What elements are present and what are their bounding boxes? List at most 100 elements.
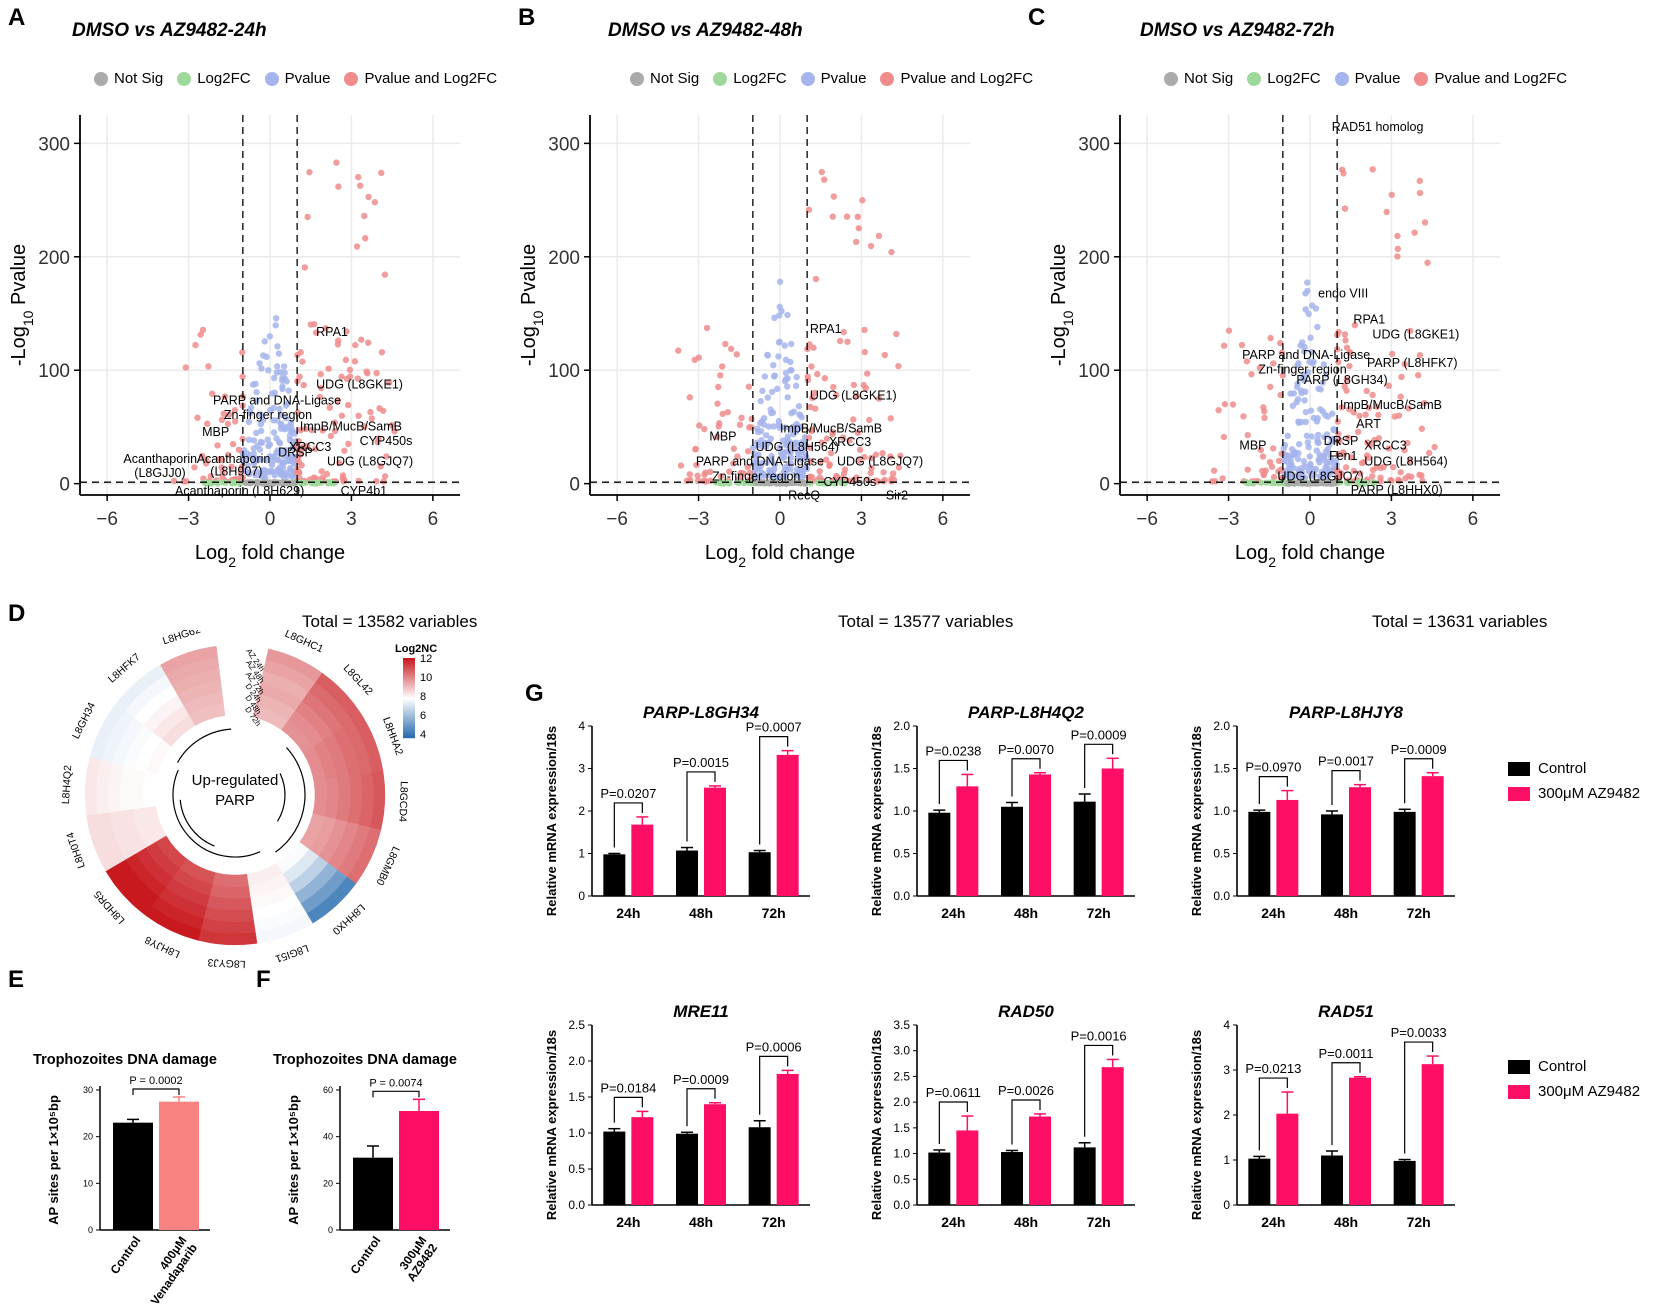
data-point-pvalue [1324, 468, 1331, 475]
legend-gradient-step [403, 692, 415, 694]
data-point-significant [1220, 342, 1228, 349]
bar-chart-e: Trophozoites DNA damage 0 10 20 30 Control 400… [33, 1052, 217, 1307]
data-point-significant [745, 383, 753, 390]
significance-bracket [938, 1101, 968, 1144]
data-point-pvalue [283, 469, 291, 476]
y-tick-label: 1.5 [893, 1121, 910, 1135]
legend-gradient-step [403, 732, 415, 734]
x-tick-label: −6 [1136, 509, 1158, 530]
gene-label: Acanthaporin (L8H629) [175, 484, 304, 498]
data-point-pvalue [759, 417, 766, 425]
x-tick-label: 72h [1407, 1214, 1431, 1230]
bar-chart-parp-l8gh34: PARP-L8GH34 0 1 2 3 4 24h P=0.0207 48h P=0.0015 72… [544, 706, 810, 921]
y-axis-title: Relative mRNA expression/18s [544, 726, 559, 916]
data-point-significant [335, 183, 342, 190]
data-point-pvalue [781, 464, 789, 471]
data-point-significant [841, 466, 849, 473]
bar [603, 854, 626, 896]
volcano-plot-c: −6 −3 0 3 6 0 100 200 300 Log2 fold change -Log10 … [1048, 115, 1500, 570]
data-point-log2fc [824, 479, 831, 487]
data-point-significant [812, 275, 820, 283]
x-tick-label: 6 [428, 509, 439, 530]
data-point-pvalue [1322, 371, 1330, 378]
dendrogram-branch [176, 728, 232, 763]
data-point-log2fc [1344, 479, 1351, 487]
x-axis-title: Log2 fold change [705, 542, 855, 570]
legend-label: Pvalue [284, 70, 331, 87]
data-point-significant [1269, 445, 1277, 452]
data-point-pvalue [284, 423, 291, 430]
y-tick-label: 0.0 [1213, 889, 1230, 903]
data-point-pvalue [1304, 279, 1311, 286]
legend-gradient-step [403, 722, 415, 724]
x-axis-title-sub: 2 [1268, 554, 1276, 570]
data-point-pvalue [1308, 348, 1315, 356]
data-point-significant [306, 169, 313, 176]
data-point-significant [1394, 245, 1402, 253]
legend-tick: 8 [420, 691, 426, 703]
legend-gradient-step [403, 711, 415, 713]
y-axis-title: Relative mRNA expression/18s [869, 726, 884, 916]
data-point-significant [1278, 349, 1286, 356]
significance-bracket [613, 1096, 643, 1123]
legend-label: Pvalue and Log2FC [900, 70, 1034, 87]
data-point-significant [854, 213, 861, 221]
significance-bracket [1084, 1044, 1114, 1137]
significance-bracket [1084, 743, 1114, 788]
y-axis-title: Relative mRNA expression/18s [544, 1030, 559, 1220]
data-point-pvalue [775, 417, 783, 425]
y-axis-title: -Log10 Pvalue [1048, 244, 1076, 366]
panel-label-d: D [8, 600, 26, 627]
gene-label: UDG (L8H564) [1364, 455, 1447, 469]
data-point-significant [1267, 334, 1274, 342]
x-tick-label: 72h [1087, 1214, 1111, 1230]
data-point-significant [852, 238, 860, 246]
data-point-pvalue [1322, 411, 1329, 419]
x-tick-label: 24h [616, 1214, 640, 1230]
data-point-significant [367, 408, 374, 416]
data-point-pvalue [797, 423, 804, 431]
data-point-significant [714, 433, 721, 440]
gene-label: RAD51 homolog [1332, 120, 1424, 134]
bar [1393, 1160, 1416, 1205]
bar [1349, 787, 1371, 896]
data-point-pvalue [1301, 397, 1308, 404]
data-point-significant [814, 370, 821, 378]
legend-gradient-step [403, 714, 415, 716]
data-point-significant [818, 168, 826, 176]
y-tick-label: 2 [578, 804, 585, 818]
data-point-pvalue [773, 473, 781, 481]
x-tick-label: 24h [941, 1214, 965, 1230]
gene-label: Fen1 [1329, 449, 1358, 463]
legend-gradient-step [403, 719, 415, 721]
data-point-pvalue [253, 397, 260, 404]
gene-label: DRSP [278, 445, 313, 459]
data-point-notsig [765, 479, 773, 487]
data-point-pvalue [1317, 473, 1325, 481]
gene-label: L8GCD4 [396, 781, 410, 822]
data-point-pvalue [258, 427, 265, 435]
y-axis-title-part: -Log [8, 326, 30, 366]
data-point-pvalue [1320, 361, 1327, 368]
data-point-pvalue [271, 374, 278, 382]
data-point-significant [344, 401, 352, 409]
data-point-pvalue [1308, 433, 1315, 440]
x-tick-label: 24h [616, 905, 640, 921]
data-point-pvalue [782, 369, 790, 377]
chart-title: PARP-L8HJY8 [1289, 706, 1404, 722]
data-point-significant [331, 427, 339, 435]
significance-bracket [613, 802, 643, 848]
data-point-significant [727, 345, 735, 353]
legend-gradient-step [403, 715, 415, 717]
y-tick-label: 100 [38, 361, 70, 382]
legend-label: 300μM AZ9482 [1538, 1083, 1641, 1100]
data-point-significant [864, 476, 871, 483]
y-tick-label: 2.5 [568, 1018, 585, 1032]
legend-gradient-step [403, 690, 415, 692]
data-point-significant [1278, 450, 1285, 457]
y-tick-label: 3.0 [893, 1044, 910, 1058]
legend-gradient-step [403, 687, 415, 689]
gene-label: XRCC3 [289, 440, 331, 454]
data-point-pvalue [1312, 465, 1320, 473]
significance-bracket [686, 1088, 716, 1127]
